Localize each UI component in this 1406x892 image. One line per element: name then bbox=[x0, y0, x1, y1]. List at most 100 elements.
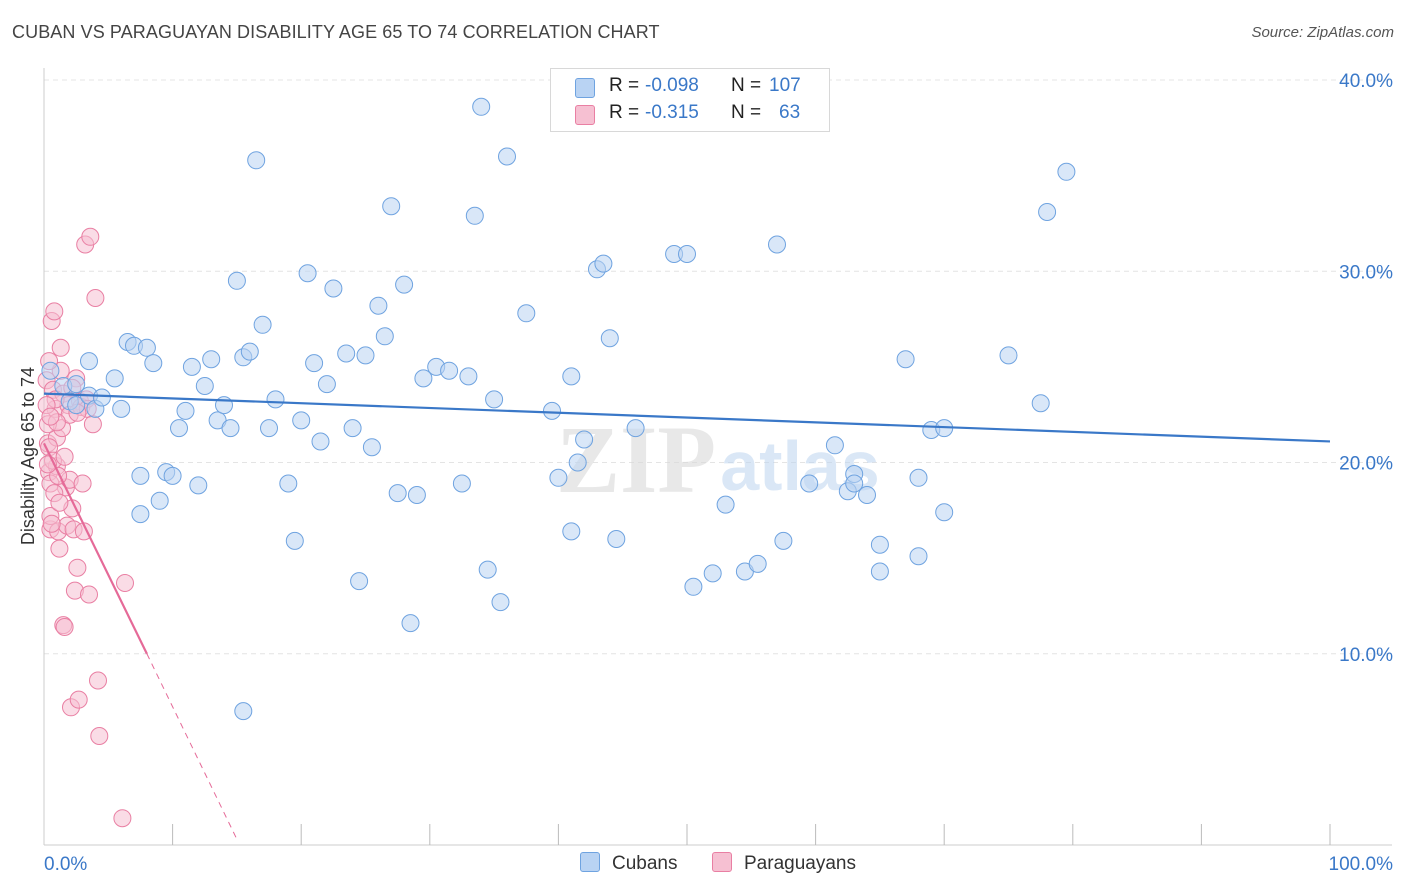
cuban-point bbox=[716, 495, 735, 514]
paraguayans-swatch-icon bbox=[575, 105, 595, 125]
paraguayan-point bbox=[55, 447, 74, 466]
cuban-point bbox=[189, 476, 208, 495]
cuban-point bbox=[562, 367, 581, 386]
y-tick-label: 30.0% bbox=[1339, 262, 1393, 283]
cuban-point bbox=[568, 453, 587, 472]
cuban-point bbox=[909, 547, 928, 566]
cuban-point bbox=[202, 350, 221, 369]
trend-lines bbox=[43, 392, 1331, 840]
cuban-point bbox=[594, 254, 613, 273]
cuban-point bbox=[137, 338, 156, 357]
cuban-point bbox=[298, 264, 317, 283]
cuban-point bbox=[896, 350, 915, 369]
cuban-point bbox=[163, 466, 182, 485]
cuban-point bbox=[703, 564, 722, 583]
cuban-point bbox=[285, 531, 304, 550]
paraguayan-point bbox=[45, 302, 64, 321]
cuban-point bbox=[350, 572, 369, 591]
cuban-point bbox=[465, 206, 484, 225]
cuban-point bbox=[67, 375, 86, 394]
cuban-point bbox=[407, 486, 426, 504]
legend-n-label: N = bbox=[731, 102, 762, 123]
cuban-point bbox=[305, 354, 324, 373]
cuban-point bbox=[562, 522, 581, 541]
cuban-point bbox=[369, 296, 388, 315]
cuban-point bbox=[279, 474, 298, 493]
cuban-point bbox=[800, 474, 819, 493]
cubans-swatch-icon bbox=[575, 78, 595, 98]
cuban-point bbox=[575, 430, 594, 449]
cuban-point bbox=[375, 327, 394, 346]
cuban-point bbox=[240, 342, 259, 361]
cuban-point bbox=[227, 271, 246, 290]
cuban-point bbox=[182, 357, 201, 376]
cuban-point bbox=[234, 702, 253, 721]
cuban-point bbox=[253, 315, 272, 334]
paraguayan-point bbox=[42, 514, 61, 533]
cuban-point bbox=[292, 411, 311, 430]
legend-r-label: R = bbox=[609, 102, 640, 123]
legend-n-value: 107 bbox=[769, 75, 801, 96]
cuban-point bbox=[452, 474, 471, 493]
paraguayan-point bbox=[69, 690, 88, 709]
cuban-point bbox=[774, 531, 793, 550]
cuban-point bbox=[1031, 394, 1050, 413]
paraguayan-point bbox=[68, 558, 87, 577]
paraguayan-point bbox=[55, 618, 74, 636]
cubans-points bbox=[41, 97, 1076, 721]
legend-r-value: -0.315 bbox=[645, 102, 699, 123]
paraguayans-swatch-icon bbox=[712, 852, 732, 872]
cuban-point bbox=[485, 390, 504, 409]
x-tick-label: 100.0% bbox=[1329, 854, 1394, 875]
bottom-legend-paraguayans: Paraguayans bbox=[712, 852, 856, 875]
cuban-point bbox=[491, 593, 510, 612]
y-tick-label: 10.0% bbox=[1339, 645, 1393, 666]
cuban-point bbox=[1057, 162, 1076, 181]
legend-n-label: N = bbox=[731, 75, 762, 96]
paraguayan-point bbox=[83, 415, 102, 434]
cuban-point bbox=[388, 484, 407, 503]
cuban-point bbox=[825, 436, 844, 455]
x-tick-label: 0.0% bbox=[44, 854, 87, 875]
paraguayan-point bbox=[90, 727, 109, 745]
paraguayan-point bbox=[80, 585, 98, 604]
paraguayans-trend-extension bbox=[146, 653, 238, 840]
cuban-point bbox=[870, 535, 889, 554]
cubans-trend-line bbox=[43, 392, 1331, 443]
bottom-legend-cubans-label: Cubans bbox=[612, 853, 678, 874]
cuban-point bbox=[748, 554, 767, 573]
cuban-point bbox=[440, 361, 459, 380]
cuban-point bbox=[600, 329, 619, 348]
cuban-point bbox=[395, 275, 414, 294]
cuban-point bbox=[176, 401, 195, 420]
paraguayan-point bbox=[41, 407, 60, 426]
cuban-point bbox=[362, 438, 381, 457]
cuban-point bbox=[517, 304, 536, 323]
cuban-point bbox=[144, 354, 163, 373]
paraguayans-trend-line bbox=[43, 442, 148, 655]
cuban-point bbox=[678, 245, 696, 263]
cuban-point bbox=[317, 375, 336, 394]
cuban-point bbox=[626, 419, 645, 438]
cuban-point bbox=[170, 419, 188, 438]
cuban-point bbox=[401, 614, 420, 633]
cuban-point bbox=[337, 344, 356, 363]
legend-box: R = -0.098 N = 107 R = -0.315 N = 63 bbox=[550, 68, 830, 132]
cuban-point bbox=[80, 352, 98, 371]
legend-n-value: 63 bbox=[779, 102, 801, 123]
paraguayan-point bbox=[113, 809, 132, 828]
legend-r-value: -0.098 bbox=[645, 75, 699, 96]
cuban-point bbox=[498, 147, 516, 166]
cuban-point bbox=[105, 369, 124, 388]
tick-labels: 10.0% 20.0% 30.0% 40.0% 0.0% 100.0% bbox=[44, 71, 1393, 875]
cuban-point bbox=[478, 560, 497, 579]
cuban-point bbox=[414, 369, 433, 388]
chart-title: CUBAN VS PARAGUAYAN DISABILITY AGE 65 TO… bbox=[12, 22, 660, 42]
paraguayan-point bbox=[81, 227, 100, 246]
y-tick-label: 20.0% bbox=[1339, 454, 1393, 475]
cuban-point bbox=[324, 279, 343, 298]
cuban-point bbox=[684, 577, 703, 596]
cuban-point bbox=[909, 468, 928, 487]
cuban-point bbox=[92, 388, 111, 407]
